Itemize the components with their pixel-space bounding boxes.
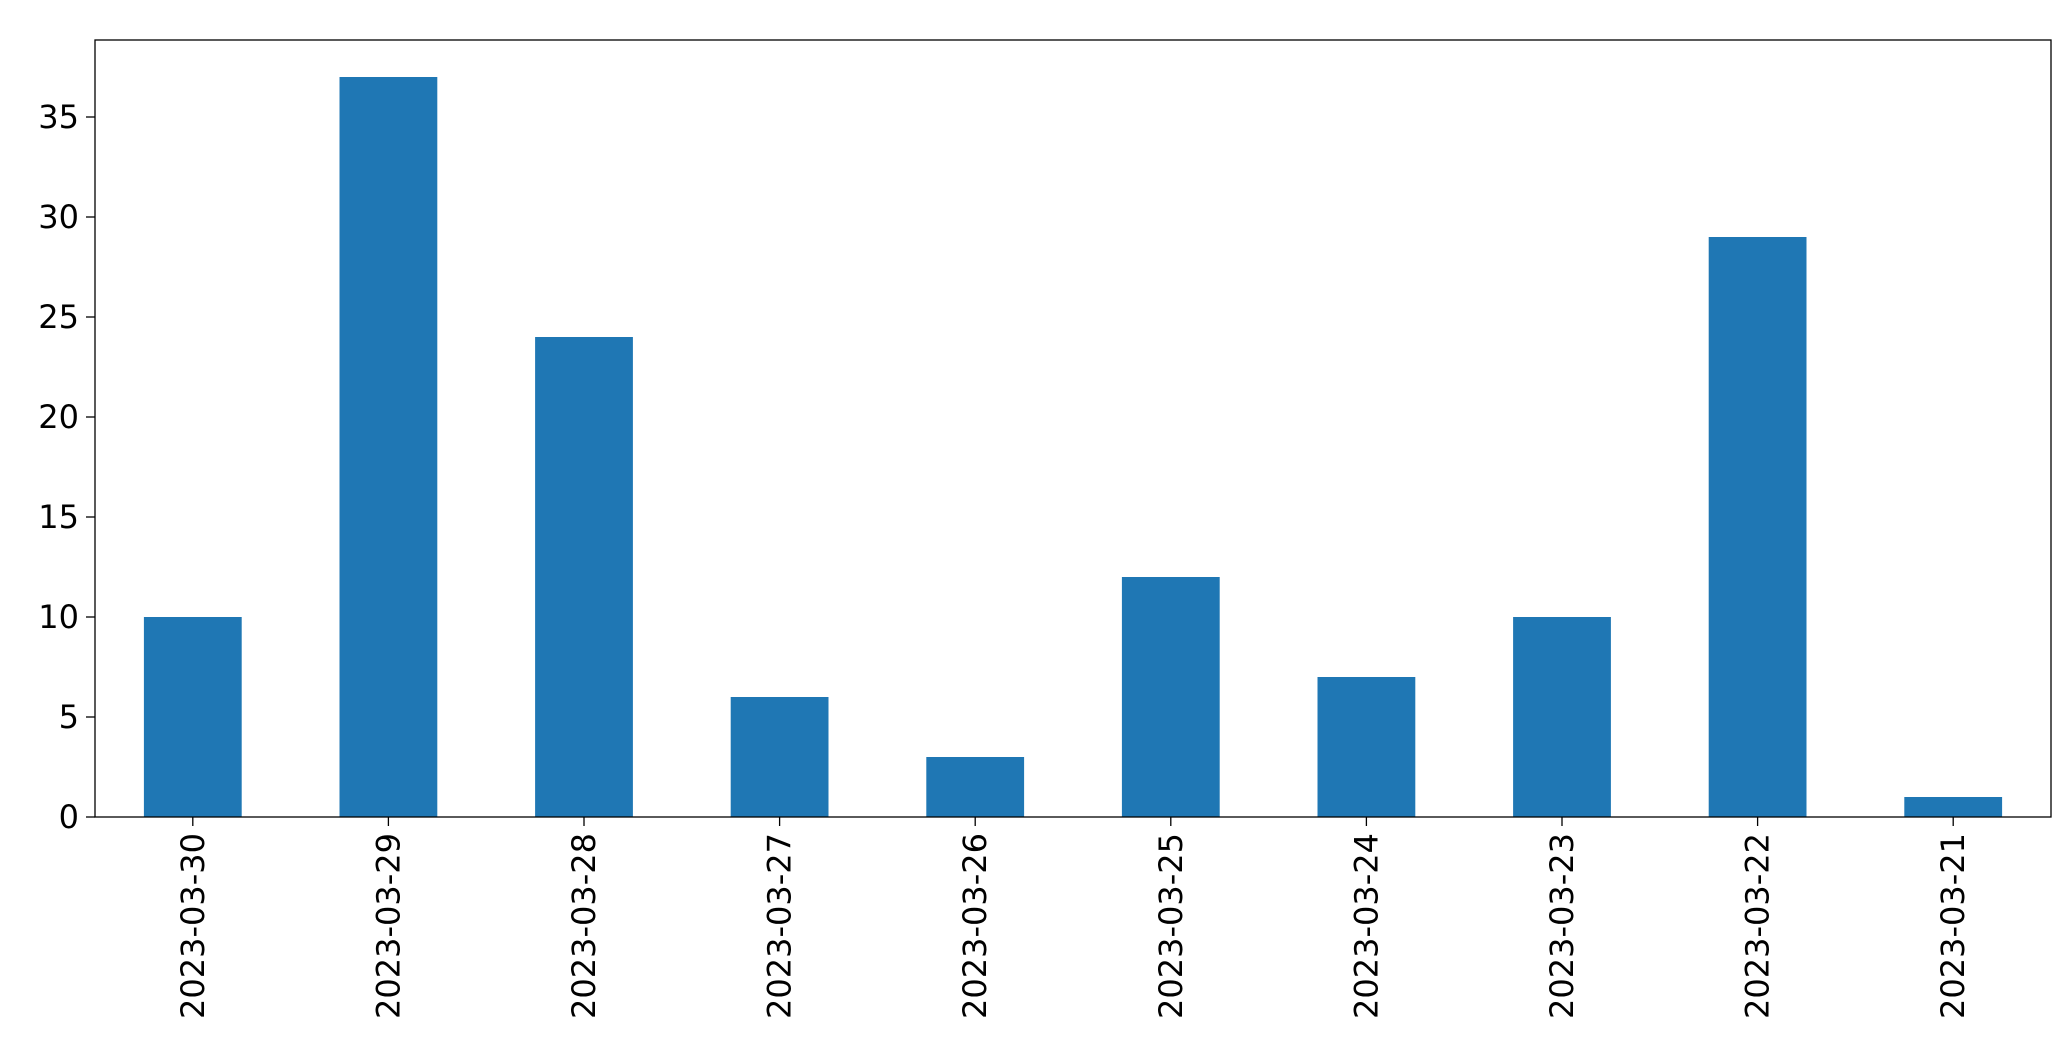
x-tick-label: 2023-03-29 [369,833,407,1019]
x-tick-label: 2023-03-23 [1543,833,1581,1019]
y-tick-label: 25 [38,298,79,336]
bar [926,757,1025,817]
x-tick-label: 2023-03-27 [761,833,799,1019]
y-tick-label: 10 [38,598,79,636]
bar [1317,677,1416,817]
bar [1513,617,1611,817]
x-tick-label: 2023-03-26 [956,833,994,1019]
x-tick-label: 2023-03-28 [565,833,603,1019]
y-tick-label: 30 [38,198,79,236]
x-tick-label: 2023-03-25 [1152,833,1190,1019]
x-tick-label: 2023-03-30 [174,833,212,1019]
bar [1708,237,1807,817]
bar [1904,797,2003,817]
y-tick-label: 5 [59,698,79,736]
bar [730,697,829,817]
bar [339,77,438,817]
y-tick-label: 0 [59,798,79,836]
bar [143,617,242,817]
x-tick-label: 2023-03-24 [1347,833,1385,1019]
x-tick-label: 2023-03-21 [1934,833,1972,1019]
y-tick-label: 15 [38,498,79,536]
bar [535,337,633,817]
y-tick-label: 35 [38,98,79,136]
plot-frame [94,39,2052,818]
y-tick-label: 20 [38,398,79,436]
x-tick-label: 2023-03-22 [1739,833,1777,1019]
bar [1121,577,1220,817]
